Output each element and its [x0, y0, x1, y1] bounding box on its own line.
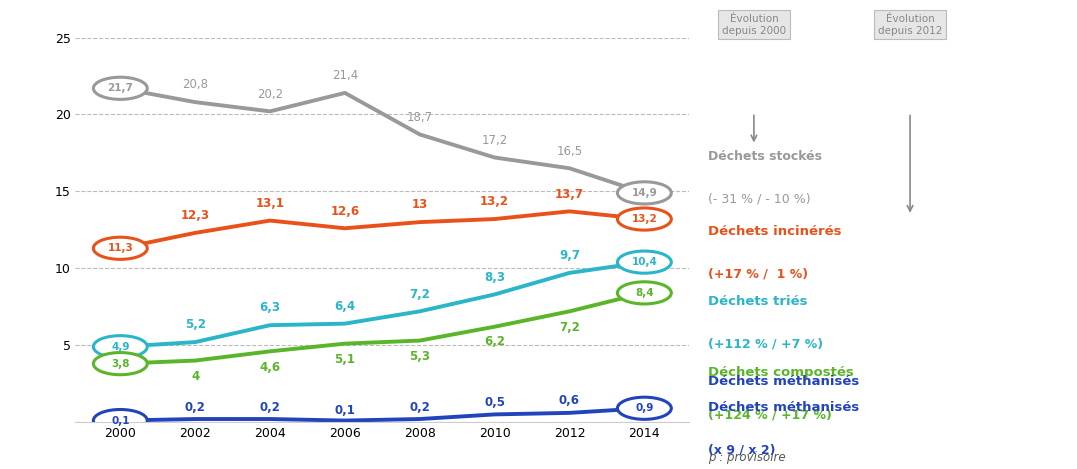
Text: (+112 % / +7 %): (+112 % / +7 %): [708, 338, 823, 351]
Circle shape: [94, 409, 148, 431]
Text: Déchets compostés: Déchets compostés: [708, 366, 853, 379]
Circle shape: [94, 77, 148, 99]
Text: 13,7: 13,7: [555, 188, 584, 201]
Text: 8,3: 8,3: [485, 271, 505, 284]
Circle shape: [617, 182, 671, 204]
Text: 6,3: 6,3: [260, 302, 280, 314]
Text: 0,2: 0,2: [260, 401, 280, 415]
Text: 13,1: 13,1: [255, 197, 284, 210]
Text: 20,8: 20,8: [182, 78, 208, 91]
Text: 8,4: 8,4: [635, 288, 654, 298]
Text: 0,9: 0,9: [635, 403, 654, 413]
Circle shape: [617, 397, 671, 419]
Text: 13,2: 13,2: [631, 214, 657, 224]
Text: 21,4: 21,4: [332, 69, 358, 82]
Text: 12,3: 12,3: [181, 209, 210, 222]
Text: (+124 % / +17 %): (+124 % / +17 %): [708, 408, 831, 421]
Text: 5,1: 5,1: [334, 353, 355, 366]
Text: 11,3: 11,3: [108, 243, 134, 253]
Text: 21,7: 21,7: [108, 83, 134, 93]
Circle shape: [617, 208, 671, 230]
Text: Déchets méthanisés: Déchets méthanisés: [708, 401, 858, 414]
Text: 0,2: 0,2: [185, 401, 206, 415]
Text: p : provisoire: p : provisoire: [708, 451, 785, 464]
Text: (x 9 / x 2): (x 9 / x 2): [708, 443, 775, 456]
Text: 20,2: 20,2: [257, 88, 283, 100]
Text: 3,8: 3,8: [111, 359, 129, 369]
Text: Déchets incinérés: Déchets incinérés: [708, 225, 841, 238]
Text: 13,2: 13,2: [480, 195, 509, 208]
Text: (+17 % /  1 %): (+17 % / 1 %): [708, 267, 808, 280]
Circle shape: [94, 353, 148, 375]
Circle shape: [94, 237, 148, 259]
Text: 5,2: 5,2: [184, 318, 206, 331]
Text: 4,9: 4,9: [111, 342, 129, 352]
Text: 16,5: 16,5: [557, 144, 583, 158]
Text: 9,7: 9,7: [559, 249, 581, 262]
Text: 0,2: 0,2: [409, 401, 430, 415]
Text: 4: 4: [191, 370, 199, 383]
Text: 5,3: 5,3: [409, 350, 431, 363]
Text: 12,6: 12,6: [331, 204, 360, 218]
Text: 6,2: 6,2: [485, 335, 505, 348]
Text: 14,9: 14,9: [631, 188, 657, 198]
Text: 7,2: 7,2: [409, 287, 430, 301]
Text: Évolution
depuis 2012: Évolution depuis 2012: [878, 14, 942, 36]
Text: 13: 13: [411, 198, 428, 212]
Text: 18,7: 18,7: [407, 111, 433, 124]
Text: 0,1: 0,1: [335, 404, 355, 417]
Circle shape: [94, 336, 148, 358]
Text: Déchets stockés: Déchets stockés: [708, 150, 822, 163]
Text: Évolution
depuis 2000: Évolution depuis 2000: [722, 14, 786, 36]
Text: 0,5: 0,5: [485, 396, 505, 409]
Text: (- 31 % / - 10 %): (- 31 % / - 10 %): [708, 192, 810, 205]
Circle shape: [617, 282, 671, 304]
Text: 6,4: 6,4: [334, 300, 355, 313]
Circle shape: [617, 251, 671, 273]
Text: 0,1: 0,1: [111, 416, 129, 425]
Text: Déchets méthanisés: Déchets méthanisés: [708, 375, 858, 388]
Text: 17,2: 17,2: [481, 134, 507, 147]
Text: 10,4: 10,4: [631, 257, 657, 267]
Text: 4,6: 4,6: [260, 361, 281, 374]
Text: 7,2: 7,2: [559, 321, 579, 333]
Text: 0,6: 0,6: [559, 394, 581, 408]
Text: Déchets triés: Déchets triés: [708, 295, 807, 309]
